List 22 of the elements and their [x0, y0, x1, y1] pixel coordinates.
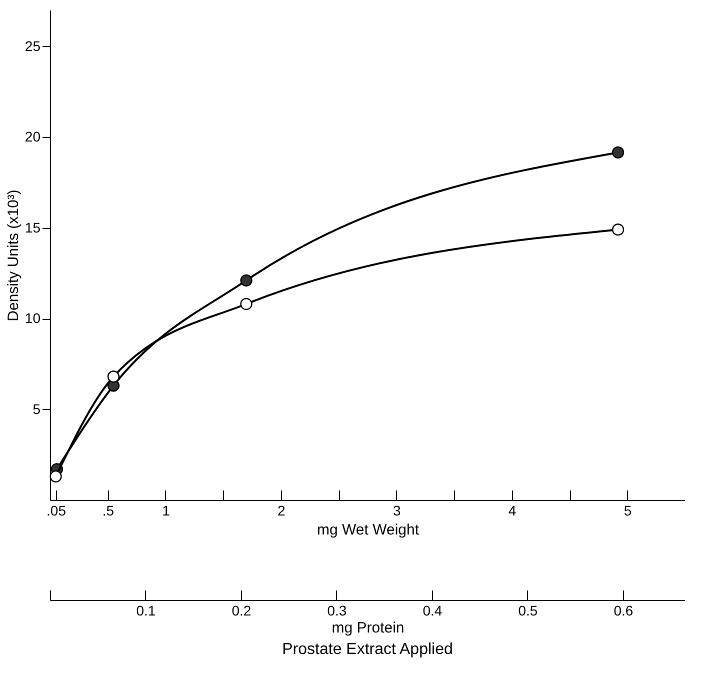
- x-axis-title: mg Wet Weight: [317, 522, 420, 538]
- x2-axis-title: mg Protein: [332, 620, 404, 636]
- x-tick-label: 5: [624, 502, 632, 518]
- text: Prostate Extract Applied: [282, 641, 453, 658]
- x2-tick-label: 0.1: [136, 602, 156, 618]
- y-tick-label: 5: [32, 400, 41, 417]
- y-tick-label: 25: [24, 38, 41, 54]
- y-tick-label: 10: [24, 310, 41, 326]
- x2-tick-label: 0.5: [518, 602, 538, 618]
- x-tick-label: 2: [278, 502, 286, 518]
- x2-tick-label: 0.4: [422, 602, 442, 618]
- y-tick-label: 15: [24, 219, 41, 236]
- x-tick-label: 1: [162, 502, 170, 518]
- x2-tick-label: 0.6: [614, 602, 634, 618]
- x-tick-label: 4: [508, 502, 516, 518]
- x-tick-label: .5: [102, 502, 114, 518]
- x-tick-label: 3: [392, 502, 401, 518]
- x2-tick-label: 0.2: [232, 602, 252, 618]
- x2-tick-label: 0.3: [327, 602, 347, 618]
- x-tick-label: .05: [46, 502, 66, 518]
- y-axis-title: Density Units (x10³): [4, 190, 22, 322]
- y-tick-label: 20: [24, 128, 41, 145]
